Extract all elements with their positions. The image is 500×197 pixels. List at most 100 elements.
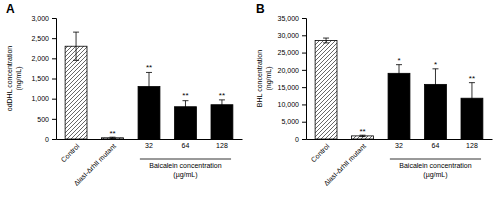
x-tick: 64 xyxy=(432,142,440,149)
x-tick: 128 xyxy=(466,142,478,149)
error-bar-cap xyxy=(182,112,188,113)
significance-label: ** xyxy=(182,91,188,100)
y-tick-label: 2,000 xyxy=(31,55,49,62)
y-tick-label: 500 xyxy=(37,116,49,123)
panel-label: A xyxy=(6,2,15,16)
error-bar-cap xyxy=(396,81,402,82)
x-tick: 128 xyxy=(216,142,228,149)
bracket xyxy=(390,159,481,160)
y-axis: 05,00010,00015,00020,00025,00030,00035,0… xyxy=(278,15,307,143)
bar xyxy=(315,40,337,139)
y-tick-mark xyxy=(52,38,56,39)
x-tick: Control xyxy=(60,142,81,163)
y-tick: 0 xyxy=(295,136,306,143)
y-tick-mark xyxy=(52,18,56,19)
error-bar xyxy=(146,72,152,100)
y-axis-title: odDHL concentration(ng/mL) xyxy=(6,46,23,112)
error-bar-stem xyxy=(149,72,150,100)
y-tick: 20,000 xyxy=(278,67,306,74)
error-bar-cap xyxy=(469,113,475,114)
error-bar xyxy=(469,83,475,114)
error-bar-cap xyxy=(146,100,152,101)
y-tick-label: 0 xyxy=(45,136,49,143)
bracket-label-line: (µg/mL) xyxy=(173,171,197,179)
panel: 05,00010,00015,00020,00025,00030,00035,0… xyxy=(256,2,493,187)
x-axis-line xyxy=(57,139,243,140)
x-tick: ΔlasI-ΔrhII mutant xyxy=(322,142,367,187)
error-bar-cap xyxy=(110,138,116,139)
y-axis: 05001,0001,5002,0002,5003,000 xyxy=(31,15,56,143)
error-bar-stem xyxy=(471,83,472,114)
bracket-label-line: (µg/mL) xyxy=(423,171,447,179)
chart: 05001,0001,5002,0002,5003,000ControlΔlas… xyxy=(0,0,500,197)
x-axis-line xyxy=(307,139,493,140)
x-tick-label: ΔlasI-ΔrhII mutant xyxy=(72,142,117,187)
y-tick-mark xyxy=(52,139,56,140)
y-tick-mark xyxy=(302,35,306,36)
y-tick-label: 5,000 xyxy=(281,118,299,125)
error-bar-stem xyxy=(76,32,77,60)
x-tick-label: 64 xyxy=(182,142,190,149)
y-tick-label: 15,000 xyxy=(278,84,300,91)
y-tick-label: 0 xyxy=(295,136,299,143)
error-bar xyxy=(396,65,402,82)
bar xyxy=(352,136,374,139)
x-axis: ControlΔlasI-ΔrhII mutant 32 64 128 xyxy=(307,140,493,188)
y-tick-label: 1,000 xyxy=(31,95,49,102)
error-bar-cap xyxy=(219,109,225,110)
y-axis-title-line: BHL concentration xyxy=(256,50,263,107)
error-bar-stem xyxy=(185,101,186,113)
bracket-label-line: Baicalein concentration xyxy=(149,162,221,169)
y-tick: 1,500 xyxy=(31,75,56,82)
bar xyxy=(211,105,233,139)
y-tick-mark xyxy=(302,104,306,105)
y-tick-label: 2,500 xyxy=(31,35,49,42)
y-tick: 30,000 xyxy=(278,32,306,39)
error-bar xyxy=(432,69,438,100)
x-tick-label: Control xyxy=(310,142,331,163)
bracket-label: Baicalein concentration(µg/mL) xyxy=(399,162,471,179)
significance-label: ** xyxy=(359,127,365,136)
error-bar xyxy=(219,100,225,110)
y-tick-mark xyxy=(302,18,306,19)
y-tick: 2,000 xyxy=(31,55,56,62)
y-tick-label: 25,000 xyxy=(278,49,300,56)
error-bar xyxy=(182,101,188,113)
y-axis-title-line: (ng/mL) xyxy=(15,66,23,90)
panel: 05001,0001,5002,0002,5003,000ControlΔlas… xyxy=(6,2,243,187)
y-axis-title-line: odDHL concentration xyxy=(6,46,13,112)
bar xyxy=(388,73,410,139)
error-bar-cap xyxy=(323,38,329,39)
y-tick: 10,000 xyxy=(278,101,306,108)
error-bar-stem xyxy=(399,65,400,82)
y-tick-mark xyxy=(52,119,56,120)
y-tick: 15,000 xyxy=(278,84,306,91)
x-tick: 32 xyxy=(145,142,153,149)
error-bar-stem xyxy=(435,69,436,100)
y-tick-label: 20,000 xyxy=(278,67,300,74)
y-tick: 500 xyxy=(37,116,56,123)
x-tick: 32 xyxy=(395,142,403,149)
x-tick-label: Control xyxy=(60,142,81,163)
y-axis-line xyxy=(52,19,57,140)
error-bar-cap xyxy=(432,99,438,100)
x-tick-label: 128 xyxy=(216,142,228,149)
bar xyxy=(65,46,87,139)
error-bar-cap xyxy=(73,32,79,33)
y-tick-mark xyxy=(302,70,306,71)
bar xyxy=(102,138,124,139)
panel-label: B xyxy=(256,2,265,16)
x-tick-label: 32 xyxy=(145,142,153,149)
significance-label: * xyxy=(397,56,400,65)
y-axis-line xyxy=(302,19,307,140)
y-tick-mark xyxy=(302,139,306,140)
y-tick-mark xyxy=(302,53,306,54)
y-axis-title: BHL concentration(ng/mL) xyxy=(256,50,273,107)
significance-label: * xyxy=(434,60,437,69)
y-tick-mark xyxy=(302,87,306,88)
y-tick: 1,000 xyxy=(31,95,56,102)
significance-label: ** xyxy=(146,63,152,72)
x-tick-label: 64 xyxy=(432,142,440,149)
y-tick: 5,000 xyxy=(281,118,306,125)
error-bar-cap xyxy=(323,42,329,43)
